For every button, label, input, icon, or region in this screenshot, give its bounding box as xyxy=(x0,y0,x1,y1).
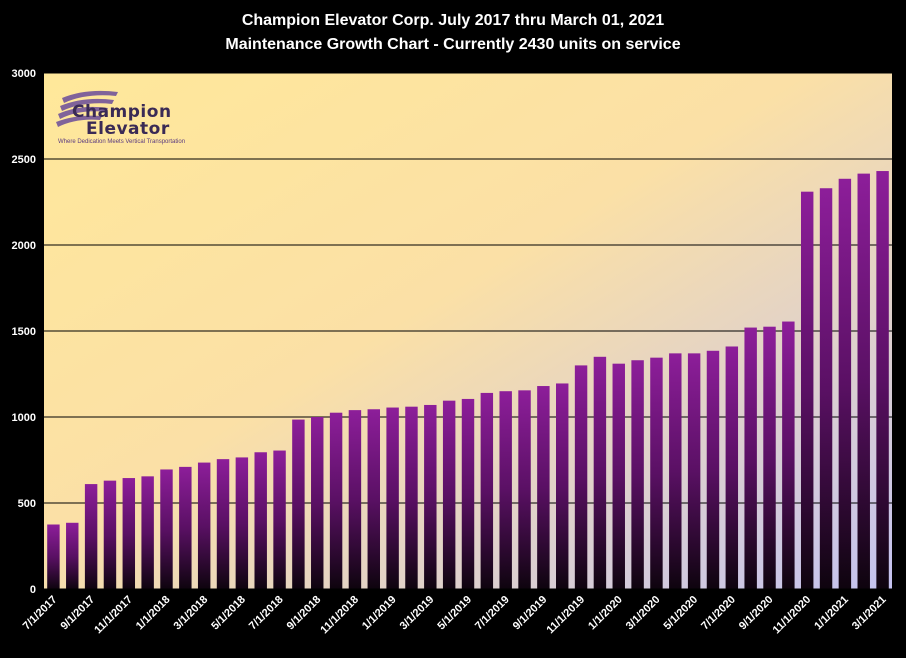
bar xyxy=(160,469,173,589)
bars xyxy=(47,171,889,590)
y-tick-label: 3000 xyxy=(12,68,36,80)
bar xyxy=(197,462,211,589)
bar xyxy=(47,524,60,589)
x-tick-label: 11/1/2017 xyxy=(92,594,135,637)
bar xyxy=(800,191,814,589)
x-tick-label: 11/1/2020 xyxy=(771,594,814,637)
bar xyxy=(480,392,494,589)
bar xyxy=(876,171,889,590)
company-logo: Champion Elevator Where Dedication Meets… xyxy=(56,88,196,150)
x-tick-label: 3/1/2020 xyxy=(624,594,663,633)
x-tick-label: 7/1/2017 xyxy=(21,594,60,633)
x-tick-label: 1/1/2021 xyxy=(812,594,851,633)
bar xyxy=(706,350,720,589)
bar xyxy=(235,457,249,589)
bar xyxy=(763,326,776,589)
x-tick-label: 5/1/2020 xyxy=(661,594,700,633)
checkered-flag-icon xyxy=(56,90,118,127)
bar xyxy=(311,417,324,589)
y-tick-label: 0 xyxy=(30,584,36,596)
bar xyxy=(254,452,267,589)
bar xyxy=(141,476,154,589)
bar xyxy=(66,522,79,589)
x-tick-label: 1/1/2018 xyxy=(134,594,173,633)
x-tick-label: 9/1/2020 xyxy=(737,594,776,633)
bar xyxy=(442,400,456,589)
bar xyxy=(556,383,569,589)
bar xyxy=(179,466,192,589)
bar xyxy=(367,409,380,589)
bar xyxy=(612,363,625,589)
bar xyxy=(424,404,437,589)
bar xyxy=(405,406,418,589)
bar xyxy=(669,353,682,589)
x-tick-label: 5/1/2019 xyxy=(435,594,474,633)
chart-title: Champion Elevator Corp. July 2017 thru M… xyxy=(241,12,665,29)
bar xyxy=(537,386,550,589)
y-tick-label: 1000 xyxy=(12,412,36,424)
bar xyxy=(329,412,343,589)
bar xyxy=(782,321,795,589)
bar xyxy=(103,480,117,589)
logo-tagline: Where Dedication Meets Vertical Transpor… xyxy=(58,139,186,145)
x-tick-label: 3/1/2018 xyxy=(172,594,211,633)
x-tick-label: 7/1/2019 xyxy=(473,594,512,633)
bar xyxy=(819,188,833,590)
x-tick-label: 5/1/2018 xyxy=(209,594,248,633)
x-tick-label: 7/1/2020 xyxy=(699,594,738,633)
bar xyxy=(518,390,531,589)
bar xyxy=(687,353,701,589)
x-tick-label: 9/1/2019 xyxy=(511,594,550,633)
x-tick-label: 11/1/2018 xyxy=(318,594,361,637)
x-tick-label: 9/1/2017 xyxy=(58,594,97,633)
y-tick-label: 500 xyxy=(18,498,36,510)
y-tick-label: 2000 xyxy=(12,240,36,252)
bar xyxy=(84,484,98,589)
y-tick-label: 1500 xyxy=(12,326,36,338)
bar xyxy=(838,178,852,589)
logo-text-elevator: Elevator xyxy=(86,119,170,139)
x-tick-label: 3/1/2019 xyxy=(398,594,437,633)
x-tick-label: 11/1/2019 xyxy=(545,594,588,637)
chart-subtitle: Maintenance Growth Chart - Currently 243… xyxy=(225,36,681,53)
x-tick-label: 3/1/2021 xyxy=(850,594,889,633)
x-tick-label: 9/1/2018 xyxy=(285,594,324,633)
bar xyxy=(631,360,644,589)
bar xyxy=(216,459,230,589)
logo-text-champion: Champion xyxy=(72,102,172,122)
bar xyxy=(744,327,757,589)
bar xyxy=(348,410,362,589)
bar xyxy=(725,346,739,589)
bar xyxy=(574,365,588,589)
x-tick-label: 1/1/2020 xyxy=(586,594,625,633)
bar xyxy=(122,478,136,589)
x-tick-label: 7/1/2018 xyxy=(247,594,286,633)
bar xyxy=(386,407,399,589)
bar xyxy=(499,391,512,589)
bar xyxy=(593,356,607,589)
bar xyxy=(857,173,870,589)
bar xyxy=(461,398,475,589)
bar xyxy=(292,419,305,589)
bar xyxy=(273,450,286,589)
y-tick-label: 2500 xyxy=(12,154,36,166)
bar xyxy=(650,357,663,589)
x-axis-ticks: 7/1/20179/1/201711/1/20171/1/20183/1/201… xyxy=(21,594,889,637)
x-tick-label: 1/1/2019 xyxy=(360,594,399,633)
y-axis-ticks: 0 500 1000 1500 2000 2500 3000 xyxy=(12,68,36,596)
